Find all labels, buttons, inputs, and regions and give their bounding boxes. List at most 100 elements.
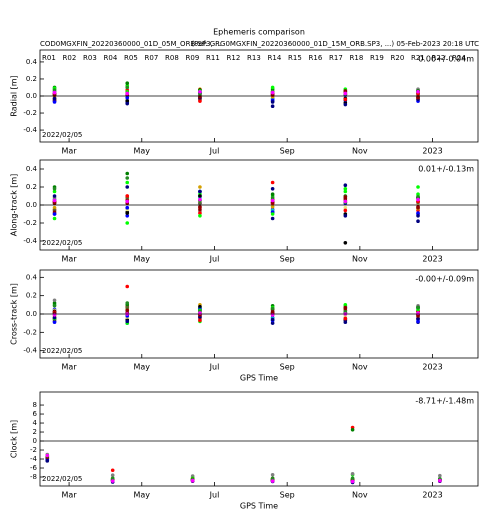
plot-frame <box>39 391 479 487</box>
data-point <box>52 187 57 191</box>
data-point <box>198 211 202 215</box>
data-point <box>416 197 420 202</box>
x-tick-label: Jul <box>209 363 220 372</box>
x-tick-label: 2023 <box>422 491 442 500</box>
data-point <box>125 319 130 324</box>
y-tick-label: -6 <box>30 464 38 472</box>
data-point <box>125 211 130 215</box>
data-point <box>416 214 420 218</box>
data-point <box>343 214 348 218</box>
data-point <box>110 468 115 473</box>
data-point <box>270 306 275 311</box>
x-tick-label: Nov <box>352 255 368 264</box>
y-tick-label: -0.4 <box>23 126 37 134</box>
legend-label: R19 <box>370 54 384 62</box>
data-point <box>125 284 130 289</box>
data-point <box>416 205 420 210</box>
data-point <box>125 101 130 106</box>
data-point <box>198 95 202 99</box>
x-tick-label: Jul <box>209 255 220 264</box>
data-point <box>416 211 420 215</box>
data-point <box>416 314 420 318</box>
x-tick-label: Nov <box>352 363 368 372</box>
x-tick-label: Jul <box>209 491 220 500</box>
y-tick-label: 0.4 <box>26 273 38 281</box>
data-point <box>343 305 348 310</box>
data-point <box>438 473 442 478</box>
data-point <box>198 205 202 209</box>
data-point <box>416 316 420 321</box>
x-tick-label: 2023 <box>422 363 442 372</box>
data-point <box>52 198 57 203</box>
data-point <box>52 298 57 303</box>
y-tick-label: 0.2 <box>26 75 37 83</box>
data-point <box>52 216 57 221</box>
legend-label: R16 <box>309 54 323 62</box>
x-tick-label: Mar <box>62 255 78 264</box>
data-point <box>125 214 130 218</box>
x-tick-label: Mar <box>62 491 78 500</box>
data-point <box>125 199 130 204</box>
data-point <box>125 171 130 176</box>
legend-label: R17 <box>329 54 343 62</box>
x-tick-label: 2023 <box>422 147 442 156</box>
legend-label: R08 <box>165 54 179 62</box>
y-axis-label: Cross-track [m] <box>10 283 19 345</box>
legend-label: R04 <box>104 54 118 62</box>
x-tick-label: May <box>134 255 151 264</box>
y-tick-label: 6 <box>33 410 38 418</box>
data-point <box>125 205 130 210</box>
data-point <box>125 81 130 86</box>
x-tick-label: Sep <box>280 147 295 156</box>
y-tick-label: -8 <box>30 473 37 481</box>
x-tick-label: May <box>134 363 151 372</box>
data-point <box>52 88 57 92</box>
legend-label: R15 <box>288 54 302 62</box>
legend-label: R07 <box>145 54 159 62</box>
data-point <box>270 104 275 109</box>
x-tick-label: Nov <box>352 147 368 156</box>
data-point <box>416 305 420 310</box>
data-point <box>198 99 202 103</box>
y-tick-label: 0.2 <box>26 292 37 300</box>
x-tick-label: May <box>134 147 151 156</box>
y-tick-label: 2 <box>33 428 37 436</box>
data-point <box>416 219 420 223</box>
data-point <box>343 303 348 307</box>
x-tick-label: Mar <box>62 363 78 372</box>
data-point <box>350 479 355 484</box>
data-point <box>125 85 130 90</box>
y-tick-label: -2 <box>30 446 37 454</box>
data-point <box>198 201 202 205</box>
x-tick-label: Sep <box>280 491 295 500</box>
legend-label: R11 <box>206 54 220 62</box>
data-point <box>125 180 130 185</box>
data-point <box>270 198 275 203</box>
data-point <box>270 310 275 314</box>
x-tick-label: Mar <box>62 147 78 156</box>
data-point <box>343 205 348 210</box>
x-tick-label: 2023 <box>422 255 442 264</box>
data-point <box>438 478 442 483</box>
data-point <box>270 187 275 191</box>
data-point <box>125 91 130 96</box>
data-point <box>270 205 275 209</box>
data-point <box>270 90 275 95</box>
legend-label: R18 <box>350 54 364 62</box>
annotation: -8.71+/-1.48m <box>415 397 474 406</box>
data-point <box>198 189 202 194</box>
data-point <box>270 85 275 90</box>
y-axis-label: Along-track [m] <box>10 174 19 237</box>
data-point <box>52 100 57 104</box>
x-tick-label: Sep <box>280 255 295 264</box>
data-point <box>125 221 130 225</box>
y-axis-label: Clock [m] <box>10 420 19 458</box>
legend-label: R22 <box>432 54 446 62</box>
data-point <box>343 187 348 191</box>
data-point <box>52 301 57 305</box>
y-tick-label: -0.2 <box>23 219 37 227</box>
data-point <box>52 320 57 325</box>
data-point <box>270 317 275 322</box>
